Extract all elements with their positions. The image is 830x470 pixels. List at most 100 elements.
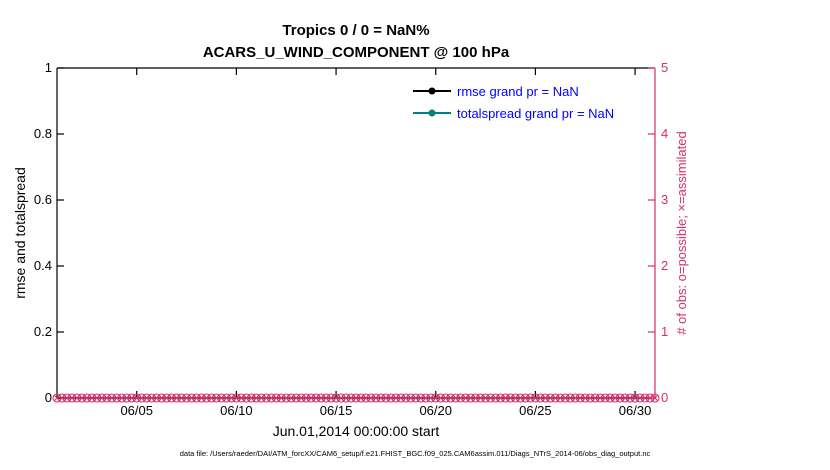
x-axis-tick-label: 06/25 xyxy=(519,403,552,418)
possible-obs-marker xyxy=(505,393,516,403)
possible-obs-marker xyxy=(386,393,396,403)
assimilated-obs-marker xyxy=(646,394,654,402)
assimilated-obs-marker xyxy=(497,394,504,402)
possible-obs-marker xyxy=(341,393,351,403)
possible-obs-marker xyxy=(162,393,172,403)
assimilated-obs-marker xyxy=(417,394,425,402)
possible-obs-marker xyxy=(635,393,645,403)
assimilated-obs-marker xyxy=(407,394,415,402)
possible-obs-marker xyxy=(306,393,316,403)
possible-obs-marker xyxy=(127,393,137,403)
assimilated-obs-marker xyxy=(507,394,514,402)
possible-obs-marker xyxy=(476,393,486,403)
assimilated-obs-marker xyxy=(277,394,285,402)
assimilated-obs-marker xyxy=(332,394,340,402)
possible-obs-marker xyxy=(361,393,371,403)
possible-obs-marker xyxy=(530,393,540,403)
assimilated-obs-marker xyxy=(307,394,315,402)
assimilated-obs-marker xyxy=(636,394,644,402)
assimilated-obs-marker xyxy=(482,394,489,402)
possible-obs-marker xyxy=(565,393,575,403)
possible-obs-marker xyxy=(346,393,356,403)
assimilated-obs-marker xyxy=(53,394,61,402)
assimilated-obs-marker xyxy=(103,394,111,402)
possible-obs-marker xyxy=(575,393,585,403)
possible-obs-marker xyxy=(187,393,197,403)
assimilated-obs-marker xyxy=(606,394,614,402)
assimilated-obs-marker xyxy=(138,394,146,402)
data-file-caption: data file: /Users/raeder/DAI/ATM_forcXX/… xyxy=(179,449,651,458)
assimilated-obs-marker xyxy=(641,394,649,402)
possible-obs-marker xyxy=(296,393,306,403)
possible-obs-marker xyxy=(286,393,296,403)
possible-obs-marker xyxy=(191,393,202,403)
possible-obs-marker xyxy=(495,393,506,403)
assimilated-obs-marker xyxy=(616,394,624,402)
left-axis-tick-label: 1 xyxy=(44,60,52,75)
assimilated-obs-marker xyxy=(128,394,136,402)
possible-obs-marker xyxy=(167,393,177,403)
assimilated-obs-marker xyxy=(153,394,161,402)
possible-obs-marker xyxy=(236,393,246,403)
possible-obs-marker xyxy=(515,393,526,403)
plot-title-line1: Tropics 0 / 0 = NaN% xyxy=(282,22,430,39)
x-axis-tick-label: 06/10 xyxy=(220,403,253,418)
possible-obs-marker xyxy=(107,393,117,403)
assimilated-obs-marker xyxy=(223,394,230,402)
possible-obs-marker xyxy=(231,393,241,403)
assimilated-obs-marker xyxy=(631,394,639,402)
assimilated-obs-marker xyxy=(213,394,220,402)
possible-obs-marker xyxy=(331,393,341,403)
possible-obs-marker xyxy=(650,393,660,403)
assimilated-obs-marker xyxy=(571,394,579,402)
possible-obs-marker xyxy=(201,393,212,403)
assimilated-obs-marker xyxy=(412,394,420,402)
possible-obs-marker xyxy=(142,393,152,403)
possible-obs-marker xyxy=(481,393,491,403)
possible-obs-marker xyxy=(520,393,530,403)
assimilated-obs-marker xyxy=(337,394,345,402)
possible-obs-marker xyxy=(52,393,62,403)
possible-obs-marker xyxy=(137,393,147,403)
possible-obs-marker xyxy=(461,393,471,403)
possible-obs-marker xyxy=(291,393,301,403)
assimilated-obs-marker xyxy=(242,394,250,402)
assimilated-obs-marker xyxy=(392,394,400,402)
x-axis-tick-label: 06/20 xyxy=(419,403,452,418)
possible-obs-marker xyxy=(401,393,411,403)
assimilated-obs-marker xyxy=(512,394,519,402)
possible-obs-marker xyxy=(157,393,167,403)
possible-obs-marker xyxy=(316,393,326,403)
possible-obs-marker xyxy=(411,393,421,403)
possible-obs-marker xyxy=(441,393,451,403)
assimilated-obs-marker xyxy=(88,394,96,402)
assimilated-obs-marker xyxy=(252,394,260,402)
assimilated-obs-marker xyxy=(541,394,549,402)
possible-obs-marker xyxy=(381,393,391,403)
possible-obs-marker xyxy=(241,393,251,403)
assimilated-obs-marker xyxy=(382,394,390,402)
x-axis-tick-label: 06/15 xyxy=(319,403,353,418)
possible-obs-marker xyxy=(610,393,620,403)
possible-obs-marker xyxy=(451,393,461,403)
assimilated-obs-marker xyxy=(536,394,544,402)
assimilated-obs-marker xyxy=(527,394,534,402)
possible-obs-marker xyxy=(256,393,266,403)
assimilated-obs-marker xyxy=(108,394,116,402)
assimilated-obs-marker xyxy=(218,394,225,402)
possible-obs-marker xyxy=(321,393,331,403)
assimilated-obs-marker xyxy=(267,394,275,402)
assimilated-obs-marker xyxy=(522,394,529,402)
possible-obs-marker xyxy=(112,393,122,403)
assimilated-obs-marker xyxy=(322,394,330,402)
possible-obs-marker xyxy=(216,393,226,403)
possible-obs-marker xyxy=(196,393,207,403)
assimilated-obs-marker xyxy=(327,394,335,402)
assimilated-obs-marker xyxy=(467,394,475,402)
assimilated-obs-marker xyxy=(247,394,255,402)
possible-obs-marker xyxy=(92,393,102,403)
assimilated-obs-marker xyxy=(312,394,320,402)
possible-obs-marker xyxy=(82,393,92,403)
assimilated-obs-marker xyxy=(63,394,71,402)
possible-obs-marker xyxy=(246,393,256,403)
